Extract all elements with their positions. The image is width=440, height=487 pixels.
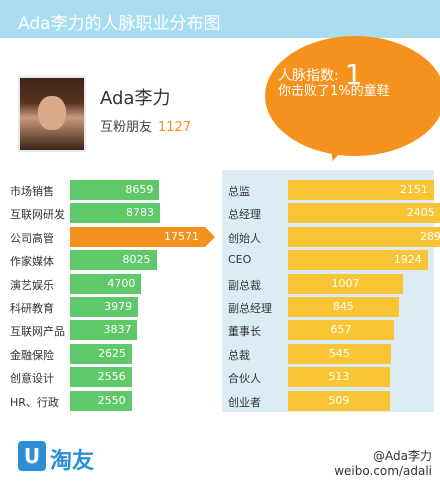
- industry-bar: 4700: [70, 273, 142, 294]
- industry-bar: 8025: [70, 250, 157, 271]
- network-index: 人脉指数: 1: [278, 58, 363, 91]
- friends-number: 1127: [158, 120, 192, 135]
- industry-bar: 8783: [70, 203, 160, 224]
- network-index-value: 1: [344, 58, 363, 91]
- position-label: 总监: [228, 185, 250, 198]
- industry-bar: 2625: [70, 343, 132, 364]
- position-bar: 657: [288, 320, 394, 341]
- industry-bar: 3979: [70, 297, 139, 317]
- position-row: 合伙人 513: [222, 367, 434, 388]
- position-row: 总裁 545: [222, 343, 434, 364]
- industry-row: 作家媒体 8025: [0, 250, 210, 271]
- header-bar: Ada李力的人脉职业分布图: [0, 0, 440, 38]
- industry-row: 公司高管 17571: [0, 226, 215, 247]
- industry-label: 作家媒体: [10, 255, 54, 269]
- position-row: 总经理 2405: [222, 203, 440, 224]
- weibo-credit: @Ada李力 weibo.com/adali: [334, 447, 432, 478]
- industry-bar: 2550: [70, 390, 132, 411]
- position-label: 总经理: [228, 208, 261, 222]
- industry-bar: 2556: [70, 367, 132, 388]
- industry-label: 互联网研发: [10, 208, 65, 222]
- position-label: 董事长: [228, 325, 261, 339]
- position-label: 创始人: [228, 231, 261, 245]
- position-bar: 2897: [288, 226, 440, 247]
- user-name: Ada李力: [100, 88, 171, 109]
- industry-label: 公司高管: [10, 231, 54, 245]
- industry-row: 市场销售 8659: [0, 180, 210, 200]
- industry-label: 科研教育: [10, 302, 54, 315]
- page-title: Ada李力的人脉职业分布图: [18, 14, 221, 34]
- weibo-handle: @Ada李力: [373, 449, 432, 463]
- industry-row: 科研教育 3979: [0, 297, 210, 317]
- avatar: [18, 76, 86, 152]
- position-label: 副总经理: [228, 302, 272, 315]
- avatar-face: [38, 96, 66, 130]
- industry-row: 金融保险 2625: [0, 343, 210, 364]
- position-bar: 1924: [288, 250, 428, 271]
- position-row: 董事长 657: [222, 320, 434, 341]
- position-bar: 509: [288, 390, 390, 411]
- position-bar: 2405: [288, 203, 440, 224]
- industry-row: 互联网研发 8783: [0, 203, 210, 224]
- industry-label: 互联网产品: [10, 325, 65, 339]
- industry-label: 金融保险: [10, 348, 54, 362]
- position-row: 创始人 2897: [222, 226, 440, 247]
- position-bar: 2151: [288, 180, 434, 200]
- logo-mark-icon: U: [18, 441, 46, 471]
- speech-bubble: [265, 36, 440, 156]
- industry-label: 演艺娱乐: [10, 278, 54, 292]
- position-row: 副总经理 845: [222, 297, 434, 317]
- industry-label: 市场销售: [10, 185, 54, 198]
- position-row: 创业者 509: [222, 390, 434, 411]
- network-index-subtitle: 你击败了1%的童鞋: [278, 84, 390, 99]
- position-bar: 513: [288, 367, 390, 388]
- friends-count: 互粉朋友 1127: [100, 116, 191, 135]
- position-label: CEO: [228, 253, 252, 267]
- friends-label: 互粉朋友: [100, 120, 153, 135]
- industry-row: 互联网产品 3837: [0, 320, 210, 341]
- position-label: 创业者: [228, 395, 261, 409]
- industry-bar: 8659: [70, 180, 160, 200]
- industry-row: 演艺娱乐 4700: [0, 273, 210, 294]
- industry-panel: 市场销售 8659 互联网研发 8783 公司高管 17571 作家媒体 8025 演艺娱乐 47…: [0, 170, 215, 412]
- highlight-arrow: [205, 226, 215, 247]
- position-panel: 总监 2151 总经理 2405 创始人 2897 CEO 1924 副总裁 1007 副总经理 84…: [222, 170, 440, 412]
- position-label: 副总裁: [228, 278, 261, 292]
- industry-label: HR、行政: [10, 395, 59, 409]
- position-label: 总裁: [228, 348, 250, 362]
- logo-text: 淘友: [50, 449, 95, 474]
- industry-row: HR、行政 2550: [0, 390, 210, 411]
- position-bar: 545: [288, 343, 391, 364]
- position-bar: 845: [288, 297, 399, 317]
- industry-label: 创意设计: [10, 372, 54, 386]
- position-row: 总监 2151: [222, 180, 434, 200]
- position-row: 副总裁 1007: [222, 273, 434, 294]
- position-label: 合伙人: [228, 372, 261, 386]
- network-index-label: 人脉指数:: [278, 68, 339, 84]
- position-row: CEO 1924: [222, 250, 434, 271]
- weibo-url: weibo.com/adali: [334, 464, 432, 478]
- speech-bubble-tail: [322, 128, 358, 164]
- industry-bar: 17571: [70, 226, 205, 247]
- position-bar: 1007: [288, 273, 404, 294]
- industry-bar: 3837: [70, 320, 138, 341]
- industry-row: 创意设计 2556: [0, 367, 210, 388]
